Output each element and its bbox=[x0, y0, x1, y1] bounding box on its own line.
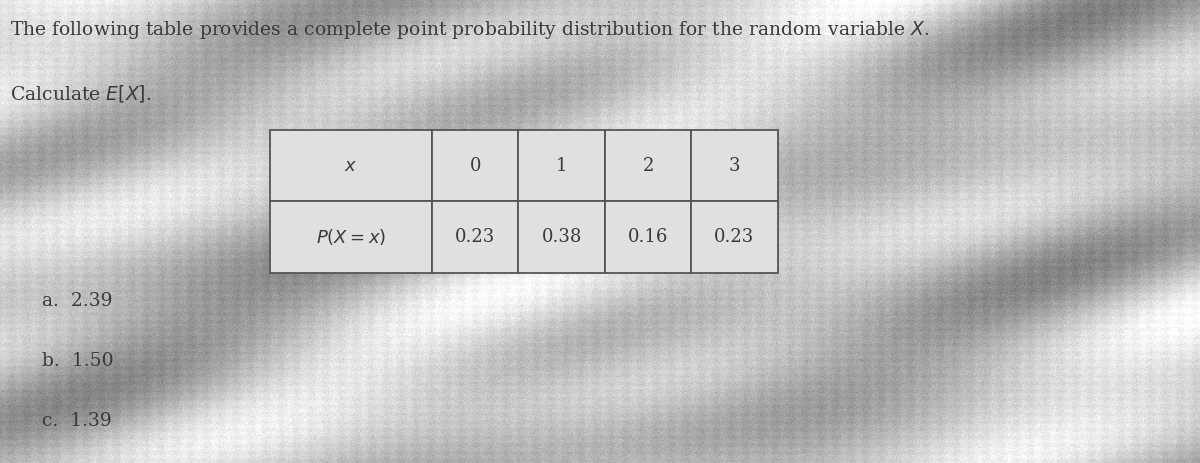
Text: 3: 3 bbox=[728, 156, 740, 175]
Bar bbox=[605, 201, 691, 273]
Text: $P(X = x)$: $P(X = x)$ bbox=[316, 227, 386, 247]
Text: 0.23: 0.23 bbox=[714, 228, 755, 246]
Bar bbox=[691, 201, 778, 273]
Text: 1: 1 bbox=[556, 156, 568, 175]
Text: b.  1.50: b. 1.50 bbox=[42, 352, 114, 370]
Text: 0.38: 0.38 bbox=[541, 228, 582, 246]
Text: a.  2.39: a. 2.39 bbox=[42, 292, 113, 310]
Bar bbox=[432, 201, 518, 273]
Bar bbox=[432, 130, 518, 201]
Text: 0.16: 0.16 bbox=[628, 228, 668, 246]
Bar bbox=[518, 130, 605, 201]
Bar bbox=[270, 201, 432, 273]
Bar bbox=[605, 130, 691, 201]
Text: The following table provides a complete point probability distribution for the r: The following table provides a complete … bbox=[10, 19, 929, 41]
Text: $x$: $x$ bbox=[344, 156, 358, 175]
Text: 0.23: 0.23 bbox=[455, 228, 496, 246]
Bar bbox=[518, 201, 605, 273]
Text: c.  1.39: c. 1.39 bbox=[42, 412, 112, 430]
Text: 2: 2 bbox=[642, 156, 654, 175]
Text: Calculate $E[X]$.: Calculate $E[X]$. bbox=[10, 83, 151, 104]
Bar bbox=[270, 130, 432, 201]
Text: 0: 0 bbox=[469, 156, 481, 175]
Bar bbox=[691, 130, 778, 201]
